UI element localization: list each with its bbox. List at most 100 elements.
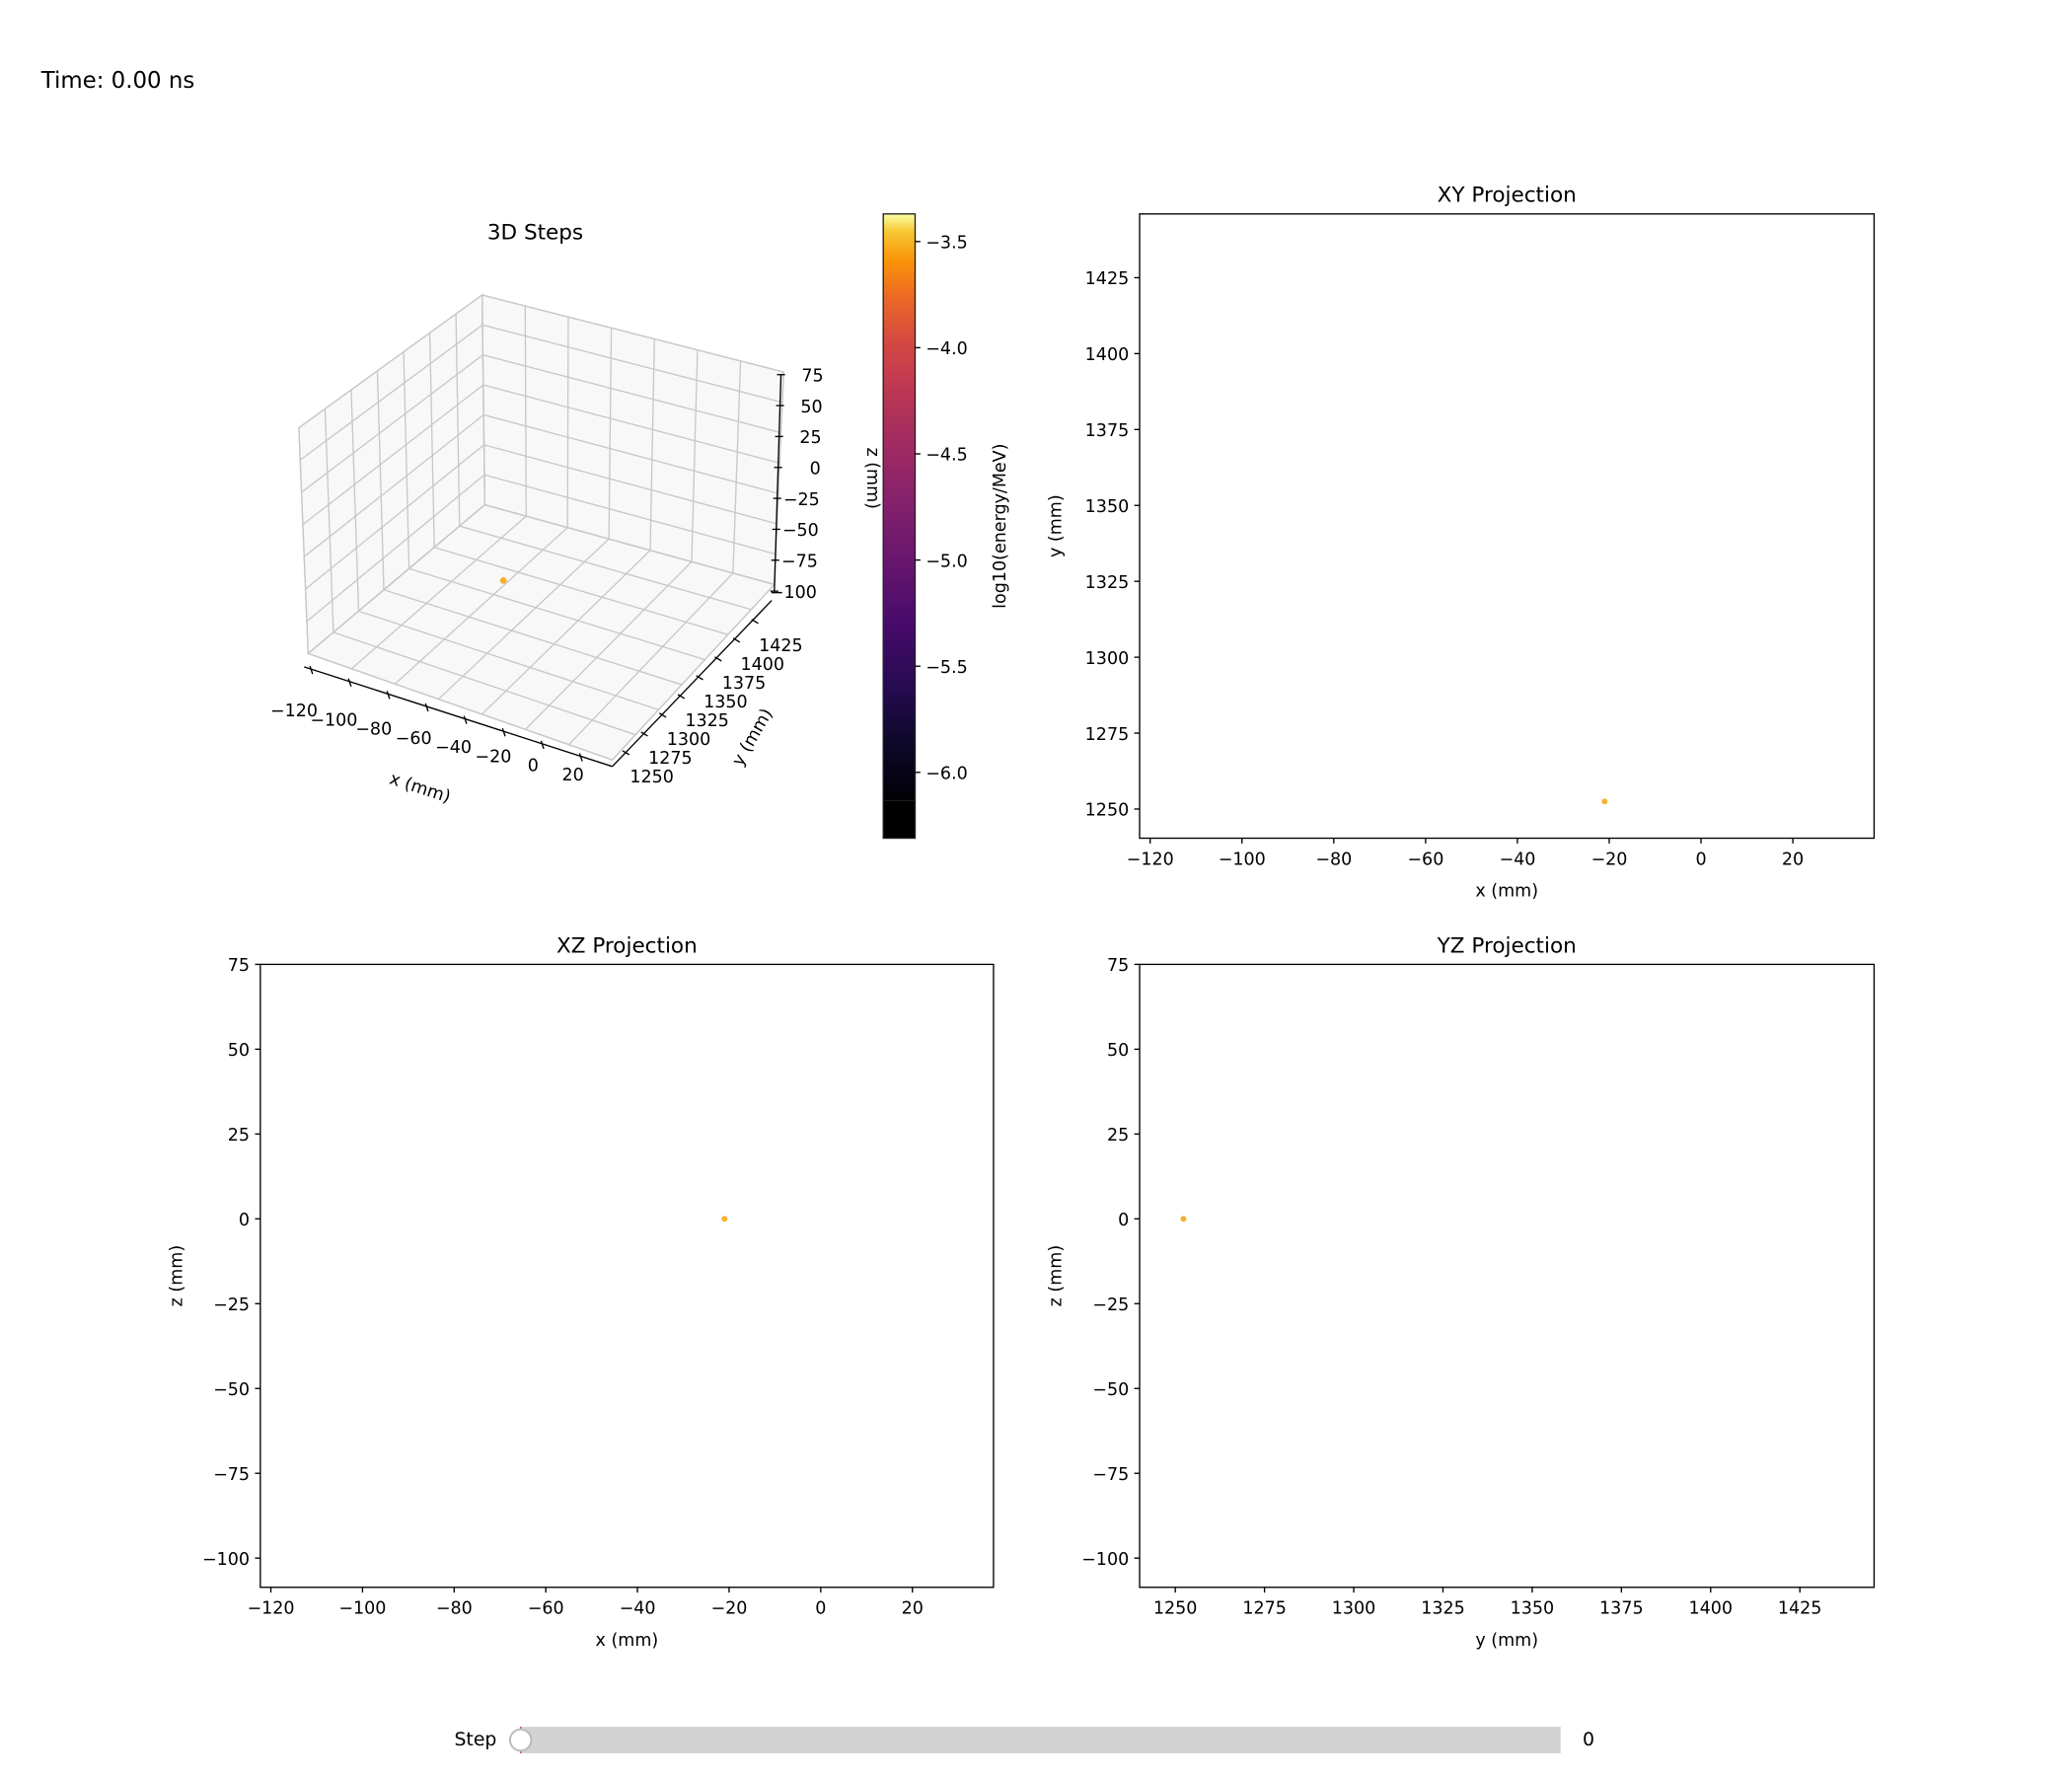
y-tick-3d bbox=[714, 656, 722, 662]
data-point bbox=[721, 1216, 728, 1222]
y-tick-label-3d: 1425 bbox=[759, 636, 803, 656]
y-axis-label: y (mm) bbox=[1047, 494, 1067, 557]
z-tick-label-3d: −25 bbox=[783, 490, 820, 510]
grid-line bbox=[307, 504, 485, 654]
x-tick-3d bbox=[347, 678, 352, 687]
z-tick-label-3d: −50 bbox=[782, 521, 819, 541]
x-tick-label: 1325 bbox=[1421, 1599, 1465, 1619]
grid-line bbox=[568, 572, 734, 746]
y-tick-label: −25 bbox=[213, 1295, 250, 1315]
y-tick-label: −25 bbox=[1092, 1295, 1129, 1315]
axes-xy[interactable]: XY Projection −120 −100 −80 −60 −40 −20 0 20 1250… bbox=[1047, 184, 1876, 902]
x-tick-label-3d: −20 bbox=[475, 747, 511, 767]
grid-line bbox=[394, 527, 568, 685]
grid-line bbox=[612, 583, 776, 761]
y-tick-label: 0 bbox=[239, 1211, 250, 1230]
y-tick-3d bbox=[732, 637, 741, 643]
x-tick-label: −60 bbox=[1407, 850, 1443, 869]
grid-line bbox=[459, 525, 752, 611]
grid-line bbox=[298, 427, 309, 654]
y-tick-label-3d: 1400 bbox=[740, 655, 784, 675]
y-tick-label-3d: 1300 bbox=[667, 730, 711, 750]
colorbar-label: log10(energy/MeV) bbox=[991, 444, 1010, 609]
x-tick-label: 1250 bbox=[1153, 1599, 1198, 1619]
grid-line bbox=[303, 413, 484, 557]
x-tick-label: −40 bbox=[1499, 850, 1535, 869]
grid-line bbox=[428, 333, 435, 548]
x-tick-label-3d: −100 bbox=[310, 710, 357, 730]
axes-xz[interactable]: XZ Projection −120 −100 −80 −60 −40 −20 0 20 75 50… bbox=[167, 933, 995, 1651]
x-tick-label: −40 bbox=[620, 1599, 656, 1619]
grid-line bbox=[481, 294, 486, 505]
grid-line bbox=[333, 631, 636, 736]
x-tick-label: −60 bbox=[528, 1599, 564, 1619]
axes-frame bbox=[259, 963, 995, 1589]
data-point-3d bbox=[499, 577, 507, 584]
grid-line bbox=[306, 474, 485, 623]
z-tick-label-3d: −75 bbox=[781, 553, 818, 572]
y-tick-label: 1425 bbox=[1085, 269, 1130, 289]
step-slider-handle[interactable] bbox=[508, 1728, 533, 1752]
x-tick-label: −80 bbox=[1315, 850, 1352, 869]
y-tick-label: −100 bbox=[202, 1550, 250, 1570]
x-tick-3d bbox=[501, 727, 506, 737]
x-tick-3d bbox=[386, 691, 391, 700]
data-point bbox=[1180, 1216, 1187, 1222]
y-tick-3d bbox=[659, 712, 667, 718]
y-axis-line-3d bbox=[612, 600, 773, 768]
y-tick-label: −75 bbox=[213, 1465, 250, 1485]
x-tick-3d bbox=[463, 715, 468, 724]
x-tick-label-3d: −120 bbox=[270, 702, 318, 721]
grid-line bbox=[608, 328, 613, 540]
x-tick-label: 1400 bbox=[1688, 1599, 1733, 1619]
y-tick-3d bbox=[640, 731, 648, 737]
x-tick-label: 1275 bbox=[1242, 1599, 1287, 1619]
step-slider-track[interactable] bbox=[520, 1727, 1561, 1754]
axes-title: YZ Projection bbox=[1437, 933, 1577, 958]
axes-yz[interactable]: YZ Projection 1250 1275 1300 1325 1350 1375 140… bbox=[1047, 933, 1876, 1651]
x-tick-label: 1350 bbox=[1511, 1599, 1555, 1619]
x-tick-label: −120 bbox=[1127, 850, 1174, 869]
grid-line bbox=[324, 408, 334, 632]
x-tick-3d bbox=[309, 665, 314, 675]
grid-line bbox=[403, 351, 410, 569]
x-tick-3d bbox=[578, 753, 583, 762]
grid-line bbox=[383, 589, 683, 686]
colorbar-tick-label: −4.0 bbox=[925, 339, 968, 359]
grid-line bbox=[481, 294, 784, 373]
x-tick-label: 20 bbox=[1782, 850, 1804, 869]
axes-3d[interactable]: 3D Steps x (mm) y (mm) z (mm) −120−100−8… bbox=[270, 220, 882, 807]
x-tick-label: 0 bbox=[815, 1599, 826, 1619]
grid-line bbox=[482, 384, 780, 464]
x-tick-label: −100 bbox=[1219, 850, 1266, 869]
y-tick-label: 1275 bbox=[1085, 725, 1130, 745]
x-tick-label: 0 bbox=[1695, 850, 1706, 869]
grid-line bbox=[481, 324, 783, 404]
y-tick-label: 1375 bbox=[1085, 421, 1130, 441]
grid-line bbox=[437, 538, 610, 701]
x-tick-label: 1300 bbox=[1332, 1599, 1376, 1619]
y-tick-label: −100 bbox=[1081, 1550, 1129, 1570]
grid-line bbox=[408, 567, 705, 661]
grid-line bbox=[298, 294, 483, 429]
x-tick-label-3d: 0 bbox=[528, 757, 539, 777]
colorbar-frame bbox=[882, 213, 917, 840]
x-tick-label: −120 bbox=[247, 1599, 294, 1619]
grid-line bbox=[484, 503, 775, 586]
y-tick-label: 1250 bbox=[1085, 801, 1130, 821]
z-axis-label-3d: z (mm) bbox=[862, 447, 882, 509]
x-tick-label: −80 bbox=[436, 1599, 473, 1619]
grid-line bbox=[376, 370, 385, 590]
x-tick-label-3d: −60 bbox=[396, 729, 432, 749]
axes-frame bbox=[1139, 963, 1876, 1589]
x-tick-label-3d: −80 bbox=[355, 720, 392, 740]
x-tick-label: −20 bbox=[1591, 850, 1627, 869]
y-tick-label: 50 bbox=[1107, 1041, 1129, 1061]
y-tick-label: −50 bbox=[1092, 1380, 1129, 1400]
step-slider[interactable]: Step 0 bbox=[454, 1727, 1594, 1754]
grid-line bbox=[358, 610, 659, 710]
colorbar-tick-label: −4.5 bbox=[925, 446, 968, 466]
grid-line bbox=[302, 384, 484, 526]
y-tick-label: 50 bbox=[228, 1041, 250, 1061]
data-point bbox=[1601, 798, 1608, 805]
